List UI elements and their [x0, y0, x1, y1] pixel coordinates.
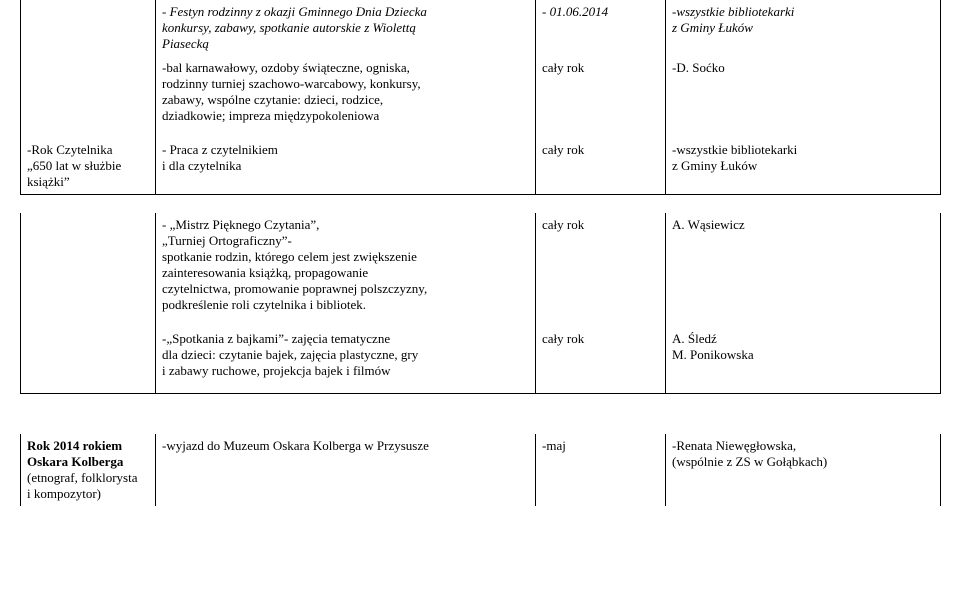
text: i zabawy ruchowe, projekcja bajek i film… — [162, 363, 529, 379]
text: z Gminy Łuków — [672, 158, 934, 174]
text: cały rok — [542, 142, 659, 158]
s1-row3: -Rok Czytelnika „650 lat w służbie książ… — [21, 138, 941, 195]
text: zabawy, wspólne czytanie: dzieci, rodzic… — [162, 92, 529, 108]
text: -D. Soćko — [672, 60, 934, 76]
text: - 01.06.2014 — [542, 4, 659, 20]
text: -Rok Czytelnika — [27, 142, 149, 158]
text: cały rok — [542, 331, 659, 347]
text: z Gminy Łuków — [672, 20, 934, 36]
text: M. Ponikowska — [672, 347, 934, 363]
table-section-2: - „Mistrz Pięknego Czytania”, „Turniej O… — [20, 213, 941, 394]
text: Oskara Kolberga — [27, 454, 149, 470]
s1-row2: -bal karnawałowy, ozdoby świąteczne, ogn… — [21, 56, 941, 138]
text: „Turniej Ortograficzny”- — [162, 233, 529, 249]
table-section-1: - Festyn rodzinny z okazji Gminnego Dnia… — [20, 0, 941, 195]
text: książki” — [27, 174, 149, 190]
s3r1-c1: Rok 2014 rokiem Oskara Kolberga (etnogra… — [21, 434, 156, 506]
text: -„Spotkania z bajkami”- zajęcia tematycz… — [162, 331, 529, 347]
text: A. Śledź — [672, 331, 934, 347]
text: cały rok — [542, 217, 659, 233]
s2r1-c2: - „Mistrz Pięknego Czytania”, „Turniej O… — [156, 213, 536, 327]
text: cały rok — [542, 60, 659, 76]
s3-row1: Rok 2014 rokiem Oskara Kolberga (etnogra… — [21, 434, 941, 506]
s1r2-c3: cały rok — [536, 56, 666, 138]
text: Rok 2014 rokiem — [27, 438, 149, 454]
s1r2-c4: -D. Soćko — [666, 56, 941, 138]
s2r2-c4: A. Śledź M. Ponikowska — [666, 327, 941, 394]
text: i kompozytor) — [27, 486, 149, 502]
table-section-3: Rok 2014 rokiem Oskara Kolberga (etnogra… — [20, 434, 941, 506]
s2-row2: -„Spotkania z bajkami”- zajęcia tematycz… — [21, 327, 941, 394]
text: dziadkowie; impreza międzypokoleniowa — [162, 108, 529, 124]
text: - „Mistrz Pięknego Czytania”, — [162, 217, 529, 233]
text: -bal karnawałowy, ozdoby świąteczne, ogn… — [162, 60, 529, 76]
text: Piasecką — [162, 36, 529, 52]
s1r1-c4: -wszystkie bibliotekarki z Gminy Łuków — [666, 0, 941, 56]
s1r3-c3: cały rok — [536, 138, 666, 195]
s2-row1: - „Mistrz Pięknego Czytania”, „Turniej O… — [21, 213, 941, 327]
s2r2-c2: -„Spotkania z bajkami”- zajęcia tematycz… — [156, 327, 536, 394]
text: (etnograf, folklorysta — [27, 470, 149, 486]
text: (wspólnie z ZS w Gołąbkach) — [672, 454, 934, 470]
s2r1-c3: cały rok — [536, 213, 666, 327]
s3r1-c2: -wyjazd do Muzeum Oskara Kolberga w Przy… — [156, 434, 536, 506]
s1r1-c2: - Festyn rodzinny z okazji Gminnego Dnia… — [156, 0, 536, 56]
s2r1-c1 — [21, 213, 156, 327]
text: „650 lat w służbie — [27, 158, 149, 174]
text: -wszystkie bibliotekarki — [672, 4, 934, 20]
s2r2-c1 — [21, 327, 156, 394]
text: rodzinny turniej szachowo-warcabowy, kon… — [162, 76, 529, 92]
text: - Festyn rodzinny z okazji Gminnego Dnia… — [162, 4, 529, 20]
s3r1-c3: -maj — [536, 434, 666, 506]
text: czytelnictwa, promowanie poprawnej polsz… — [162, 281, 529, 297]
text: konkursy, zabawy, spotkanie autorskie z … — [162, 20, 529, 36]
s1r1-c1 — [21, 0, 156, 56]
s1r3-c2: - Praca z czytelnikiem i dla czytelnika — [156, 138, 536, 195]
s1r3-c4: -wszystkie bibliotekarki z Gminy Łuków — [666, 138, 941, 195]
text: podkreślenie roli czytelnika i bibliotek… — [162, 297, 529, 313]
s1r2-c2: -bal karnawałowy, ozdoby świąteczne, ogn… — [156, 56, 536, 138]
s2r2-c3: cały rok — [536, 327, 666, 394]
text: zainteresowania książką, propagowanie — [162, 265, 529, 281]
text: spotkanie rodzin, którego celem jest zwi… — [162, 249, 529, 265]
s3r1-c4: -Renata Niewęgłowska, (wspólnie z ZS w G… — [666, 434, 941, 506]
s1r3-c1: -Rok Czytelnika „650 lat w służbie książ… — [21, 138, 156, 195]
text: -wszystkie bibliotekarki — [672, 142, 934, 158]
text: dla dzieci: czytanie bajek, zajęcia plas… — [162, 347, 529, 363]
s1-row1: - Festyn rodzinny z okazji Gminnego Dnia… — [21, 0, 941, 56]
text: -wyjazd do Muzeum Oskara Kolberga w Przy… — [162, 438, 529, 454]
text: - Praca z czytelnikiem — [162, 142, 529, 158]
text: i dla czytelnika — [162, 158, 529, 174]
text: -maj — [542, 438, 659, 454]
s1r2-c1 — [21, 56, 156, 138]
text: A. Wąsiewicz — [672, 217, 934, 233]
s2r1-c4: A. Wąsiewicz — [666, 213, 941, 327]
s1r1-c3: - 01.06.2014 — [536, 0, 666, 56]
text: -Renata Niewęgłowska, — [672, 438, 934, 454]
